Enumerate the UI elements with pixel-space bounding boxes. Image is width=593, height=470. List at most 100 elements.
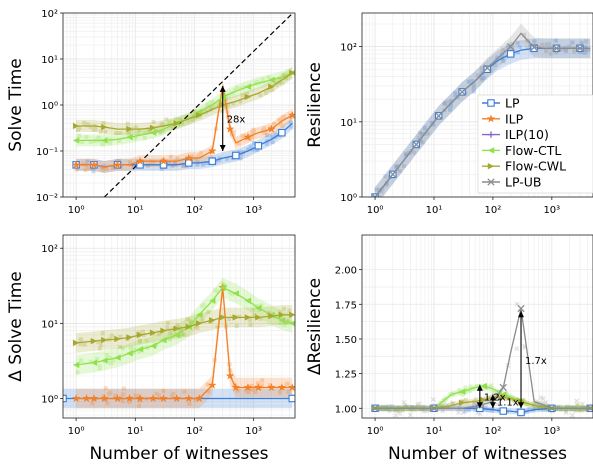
- scatter-point: [100, 331, 105, 336]
- scatter-point: [260, 128, 265, 133]
- scatter-point: [82, 120, 87, 125]
- marker-Flow-CTL: [126, 350, 133, 357]
- scatter-point: [180, 332, 185, 337]
- scatter-point: [109, 333, 114, 338]
- scatter-point: [276, 81, 281, 86]
- scatter-point: [100, 142, 105, 147]
- scatter-point: [245, 147, 250, 152]
- scatter-point: [151, 160, 156, 165]
- scatter-point: [178, 117, 183, 122]
- scatter-point: [459, 391, 464, 396]
- marker-Flow-CTL: [126, 133, 133, 141]
- scatter-point: [179, 327, 184, 332]
- marker-Flow-CTL: [268, 76, 275, 84]
- marker-Flow-CTL: [195, 311, 203, 319]
- band-Flow-CTL: [375, 383, 591, 412]
- scatter-point: [249, 134, 254, 139]
- x-tick-label: 10³: [245, 426, 262, 437]
- scatter-point: [265, 88, 270, 93]
- scatter-point: [270, 87, 275, 92]
- marker-Flow-CTL: [149, 342, 157, 350]
- scatter-point: [468, 384, 473, 389]
- scatter-point: [422, 125, 427, 130]
- marker-Flow-CWL: [480, 396, 487, 404]
- scatter-point: [207, 103, 212, 108]
- legend-item: Flow-CWL: [482, 159, 566, 174]
- scatter-point: [469, 79, 474, 84]
- scatter-point: [484, 407, 489, 412]
- scatter-point: [383, 404, 388, 409]
- scatter-point: [565, 404, 570, 409]
- scatter-point: [571, 407, 576, 412]
- scatter-point: [146, 128, 151, 133]
- scatter-point: [415, 402, 421, 408]
- scatter-point: [522, 33, 527, 38]
- scatter-point: [537, 405, 542, 410]
- scatter-point: [580, 401, 585, 407]
- y-tick-label: 10¹: [41, 319, 58, 330]
- annotation-arrow: 28x: [219, 85, 245, 151]
- marker-Flow-CWL: [101, 336, 108, 344]
- scatter-point: [221, 281, 226, 286]
- scatter-point: [586, 48, 591, 53]
- scatter-point: [200, 162, 205, 167]
- scatter-point: [189, 320, 194, 325]
- scatter-point: [166, 161, 171, 166]
- scatter-point: [117, 158, 122, 163]
- arrow-head: [489, 402, 496, 409]
- scatter-point: [278, 321, 283, 326]
- x-axis-label: Number of witnesses: [388, 444, 567, 464]
- x-tick-label: 10²: [485, 426, 502, 437]
- scatter-point: [412, 405, 417, 410]
- scatter-point: [226, 93, 231, 98]
- marker-ILP: [267, 382, 276, 392]
- scatter-point: [571, 405, 576, 410]
- scatter-point: [390, 404, 395, 409]
- marker-Flow-CWL: [149, 124, 157, 131]
- scatter-point: [133, 135, 138, 140]
- scatter-point: [544, 42, 549, 47]
- marker-Flow-CWL: [195, 320, 203, 327]
- scatter-point: [583, 47, 588, 52]
- scatter-point: [584, 47, 589, 52]
- scatter-point: [266, 75, 271, 80]
- scatter-point: [85, 123, 90, 128]
- scatter-point: [421, 408, 427, 414]
- marker-LP-UB: [586, 404, 593, 412]
- scatter-point: [161, 388, 166, 393]
- marker-Flow-CWL: [289, 311, 295, 319]
- plot-area: [71, 13, 295, 197]
- scatter-point: [438, 402, 443, 407]
- marker-LP-UB: [506, 42, 515, 51]
- marker-ILP: [243, 132, 253, 141]
- scatter-point: [86, 122, 91, 127]
- scatter-point: [575, 403, 580, 408]
- marker-Flow-CTL: [500, 391, 507, 398]
- marker-ILP: [243, 382, 253, 392]
- scatter-point: [260, 383, 265, 388]
- marker-LP: [232, 151, 240, 160]
- scatter-point: [235, 85, 240, 90]
- marker-ILP: [207, 146, 217, 155]
- scatter-point: [280, 124, 285, 129]
- scatter-point: [495, 401, 500, 407]
- scatter-point: [131, 165, 136, 170]
- grid: [361, 235, 593, 418]
- scatter-point: [93, 127, 98, 132]
- scatter-point: [159, 122, 164, 127]
- scatter-point: [471, 89, 476, 94]
- scatter-point: [105, 401, 110, 406]
- scatter-point: [401, 163, 406, 168]
- scatter-point: [569, 407, 574, 412]
- marker-ILP: [184, 393, 194, 403]
- scatter-point: [543, 399, 549, 405]
- scatter-point: [175, 323, 180, 328]
- scatter-point: [190, 118, 195, 123]
- scatter-point: [238, 86, 243, 91]
- scatter-point: [101, 140, 106, 145]
- arrow-head: [219, 85, 226, 92]
- marker-LP-UB: [576, 44, 584, 52]
- scatter-point: [288, 120, 293, 125]
- marker-Flow-CTL: [278, 317, 286, 324]
- scatter-point: [127, 400, 132, 405]
